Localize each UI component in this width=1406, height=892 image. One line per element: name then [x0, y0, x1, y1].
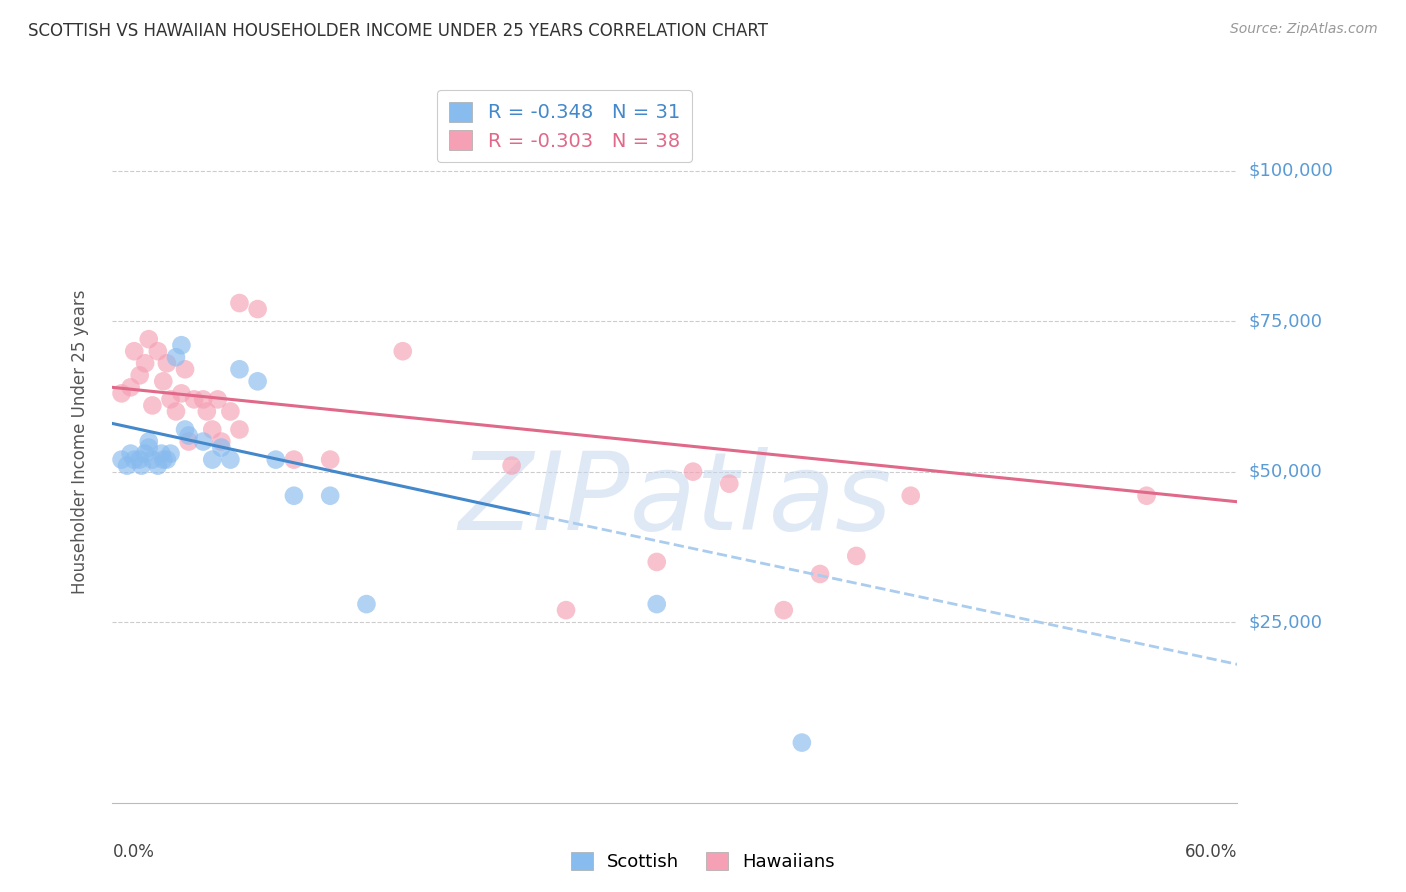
- Point: [159, 392, 181, 407]
- Point: [219, 404, 242, 418]
- Point: [156, 356, 179, 370]
- Point: [110, 386, 132, 401]
- Point: [319, 489, 342, 503]
- Point: [207, 392, 229, 407]
- Point: [356, 597, 378, 611]
- Point: [128, 452, 150, 467]
- Legend: R = -0.348   N = 31, R = -0.303   N = 38: R = -0.348 N = 31, R = -0.303 N = 38: [437, 90, 692, 162]
- Point: [170, 386, 193, 401]
- Point: [501, 458, 523, 473]
- Point: [246, 374, 269, 388]
- Point: [201, 422, 224, 436]
- Point: [183, 392, 205, 407]
- Point: [228, 362, 250, 376]
- Text: 60.0%: 60.0%: [1185, 843, 1237, 861]
- Y-axis label: Householder Income Under 25 years: Householder Income Under 25 years: [70, 289, 89, 594]
- Point: [201, 452, 224, 467]
- Point: [1135, 489, 1157, 503]
- Point: [319, 452, 342, 467]
- Point: [177, 428, 200, 442]
- Text: Source: ZipAtlas.com: Source: ZipAtlas.com: [1230, 22, 1378, 37]
- Point: [790, 735, 813, 749]
- Point: [808, 567, 831, 582]
- Point: [134, 446, 156, 460]
- Point: [138, 434, 160, 449]
- Point: [391, 344, 413, 359]
- Point: [146, 458, 169, 473]
- Text: $50,000: $50,000: [1249, 463, 1322, 481]
- Point: [209, 434, 232, 449]
- Point: [150, 446, 173, 460]
- Point: [845, 549, 868, 563]
- Point: [555, 603, 578, 617]
- Point: [165, 350, 187, 364]
- Point: [195, 404, 218, 418]
- Text: SCOTTISH VS HAWAIIAN HOUSEHOLDER INCOME UNDER 25 YEARS CORRELATION CHART: SCOTTISH VS HAWAIIAN HOUSEHOLDER INCOME …: [28, 22, 768, 40]
- Point: [138, 332, 160, 346]
- Point: [170, 338, 193, 352]
- Text: $75,000: $75,000: [1249, 312, 1323, 330]
- Point: [772, 603, 794, 617]
- Point: [120, 380, 142, 394]
- Point: [682, 465, 704, 479]
- Point: [718, 476, 741, 491]
- Point: [122, 344, 145, 359]
- Point: [120, 446, 142, 460]
- Point: [131, 458, 153, 473]
- Point: [128, 368, 150, 383]
- Point: [141, 452, 163, 467]
- Point: [146, 344, 169, 359]
- Point: [228, 296, 250, 310]
- Point: [159, 446, 181, 460]
- Point: [177, 434, 200, 449]
- Point: [174, 362, 197, 376]
- Point: [115, 458, 138, 473]
- Point: [193, 392, 215, 407]
- Point: [228, 422, 250, 436]
- Legend: Scottish, Hawaiians: Scottish, Hawaiians: [564, 845, 842, 879]
- Point: [645, 597, 668, 611]
- Point: [246, 301, 269, 317]
- Point: [900, 489, 922, 503]
- Point: [193, 434, 215, 449]
- Text: $100,000: $100,000: [1249, 161, 1333, 179]
- Point: [645, 555, 668, 569]
- Point: [209, 441, 232, 455]
- Point: [152, 374, 174, 388]
- Text: $25,000: $25,000: [1249, 613, 1323, 632]
- Point: [283, 489, 305, 503]
- Point: [264, 452, 287, 467]
- Point: [156, 452, 179, 467]
- Text: 0.0%: 0.0%: [112, 843, 155, 861]
- Point: [134, 356, 156, 370]
- Point: [219, 452, 242, 467]
- Point: [138, 441, 160, 455]
- Point: [174, 422, 197, 436]
- Point: [152, 452, 174, 467]
- Point: [283, 452, 305, 467]
- Text: ZIPatlas: ZIPatlas: [458, 447, 891, 552]
- Point: [110, 452, 132, 467]
- Point: [141, 398, 163, 412]
- Point: [165, 404, 187, 418]
- Point: [122, 452, 145, 467]
